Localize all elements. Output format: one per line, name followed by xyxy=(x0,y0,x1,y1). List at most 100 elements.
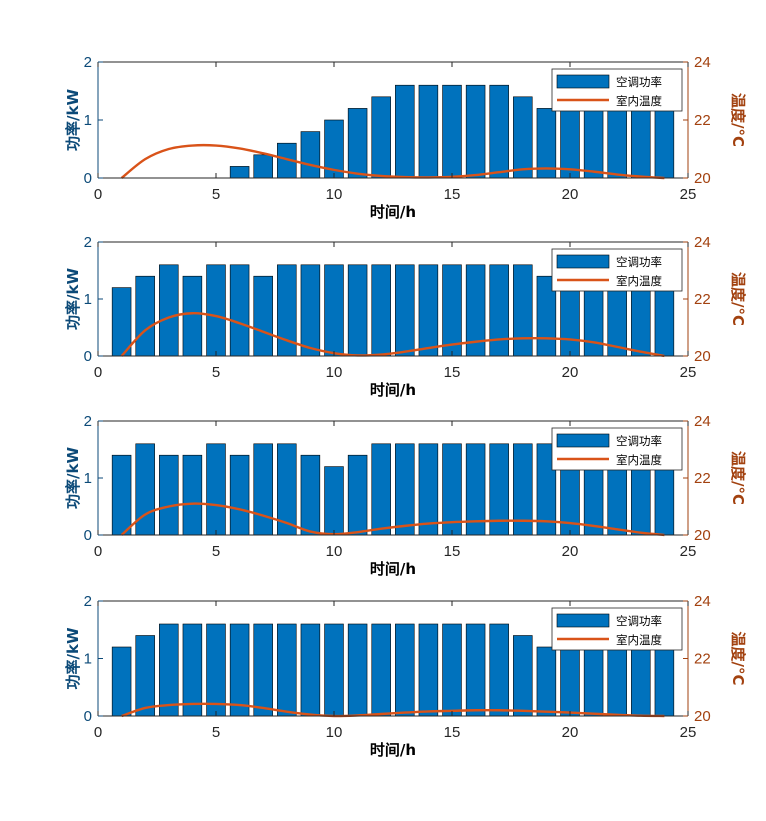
right-y-tick-label: 24 xyxy=(694,593,711,610)
x-tick-label: 5 xyxy=(212,543,220,560)
left-y-tick-label: 0 xyxy=(84,348,92,365)
bar-13 xyxy=(395,84,415,179)
right-y-tick-label: 22 xyxy=(694,291,711,308)
bar-2 xyxy=(135,635,155,717)
left-y-tick-label: 0 xyxy=(84,170,92,187)
bar-1 xyxy=(111,646,132,717)
left-y-tick-label: 1 xyxy=(84,291,92,308)
x-axis-label: 时间/h xyxy=(370,741,416,759)
legend-label-power: 空调功率 xyxy=(616,614,662,628)
bar-11 xyxy=(347,623,368,717)
legend-label-temperature: 室内温度 xyxy=(616,453,662,467)
bar-21 xyxy=(583,646,604,717)
bar-19 xyxy=(536,646,557,717)
legend-label-temperature: 室内温度 xyxy=(616,633,662,647)
bar-24 xyxy=(654,646,675,717)
bar-6 xyxy=(229,623,250,717)
legend-label-power: 空调功率 xyxy=(616,75,662,89)
bar-7 xyxy=(253,443,273,536)
bar-7 xyxy=(253,623,273,717)
bar-10 xyxy=(324,466,344,536)
line-series-temperature xyxy=(120,143,665,180)
x-tick-label: 10 xyxy=(326,186,343,203)
bar-2 xyxy=(135,275,155,357)
x-tick-label: 10 xyxy=(326,724,343,741)
x-tick-label: 20 xyxy=(562,186,579,203)
left-y-axis-label: 功率/kW xyxy=(64,268,82,330)
bar-13 xyxy=(395,264,415,357)
right-y-tick-label: 20 xyxy=(694,170,711,187)
right-y-tick-label: 24 xyxy=(694,413,711,430)
bar-12 xyxy=(371,623,391,717)
x-tick-label: 10 xyxy=(326,364,343,381)
x-axis-label: 时间/h xyxy=(370,203,416,221)
x-tick-label: 25 xyxy=(680,543,697,560)
bar-14 xyxy=(418,443,439,536)
legend-label-power: 空调功率 xyxy=(616,434,662,448)
left-y-tick-label: 0 xyxy=(84,527,92,544)
bar-20 xyxy=(560,646,580,717)
line-series-temperature xyxy=(121,702,665,718)
bar-7 xyxy=(253,275,273,357)
bar-4 xyxy=(182,623,203,717)
right-y-tick-label: 22 xyxy=(694,651,711,668)
bar-14 xyxy=(418,623,439,717)
legend-swatch-power xyxy=(556,254,610,269)
left-y-axis-label: 功率/kW xyxy=(64,89,82,151)
left-y-tick-label: 2 xyxy=(84,54,92,71)
x-tick-label: 15 xyxy=(444,724,461,741)
left-y-axis-label: 功率/kW xyxy=(64,447,82,509)
legend-swatch-power xyxy=(556,613,610,628)
bar-18 xyxy=(513,264,533,357)
bar-15 xyxy=(442,264,462,357)
x-tick-label: 20 xyxy=(562,543,579,560)
right-y-tick-label: 22 xyxy=(694,470,711,487)
bar-14 xyxy=(418,84,439,179)
bar-12 xyxy=(371,443,391,536)
right-y-axis-label: 温度/°C xyxy=(729,451,747,505)
bar-17 xyxy=(489,84,509,179)
bar-series-power xyxy=(111,623,675,717)
x-tick-label: 15 xyxy=(444,186,461,203)
bar-7 xyxy=(253,154,273,179)
left-y-tick-label: 2 xyxy=(84,593,92,610)
x-axis-label: 时间/h xyxy=(370,560,416,578)
bar-12 xyxy=(371,264,391,357)
x-tick-label: 25 xyxy=(680,724,697,741)
bar-23 xyxy=(631,108,651,179)
x-tick-label: 0 xyxy=(94,543,102,560)
left-y-tick-label: 1 xyxy=(84,651,92,668)
bar-20 xyxy=(560,108,580,179)
legend-label-power: 空调功率 xyxy=(616,255,662,269)
right-y-axis-label: 温度/°C xyxy=(729,272,747,326)
bar-18 xyxy=(513,635,533,717)
x-tick-label: 10 xyxy=(326,543,343,560)
x-tick-label: 25 xyxy=(680,364,697,381)
bar-22 xyxy=(607,108,627,179)
bar-17 xyxy=(489,264,509,357)
x-tick-label: 15 xyxy=(444,364,461,381)
bar-16 xyxy=(465,84,486,179)
bar-series-power xyxy=(229,84,675,179)
right-y-tick-label: 20 xyxy=(694,348,711,365)
bar-8 xyxy=(277,623,297,717)
bar-13 xyxy=(395,623,415,717)
right-y-axis-label: 温度/°C xyxy=(729,632,747,686)
bar-4 xyxy=(182,275,203,357)
bar-12 xyxy=(371,96,391,179)
left-y-tick-label: 2 xyxy=(84,234,92,251)
bar-15 xyxy=(442,84,462,179)
bar-13 xyxy=(395,443,415,536)
bar-10 xyxy=(324,264,344,357)
bar-10 xyxy=(324,623,344,717)
x-tick-label: 0 xyxy=(94,364,102,381)
bar-3 xyxy=(159,264,179,357)
x-tick-label: 20 xyxy=(562,724,579,741)
right-y-axis-label: 温度/°C xyxy=(729,93,747,147)
